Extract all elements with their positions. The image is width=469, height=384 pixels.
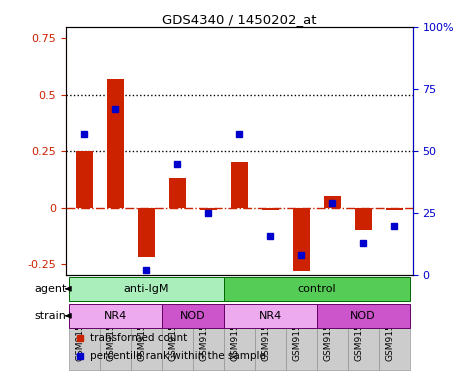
Text: GSM915686: GSM915686 <box>199 306 208 361</box>
Bar <box>355 208 371 230</box>
Text: transformed count: transformed count <box>90 333 187 343</box>
Bar <box>107 79 124 208</box>
Text: NOD: NOD <box>180 311 205 321</box>
Text: GSM915690: GSM915690 <box>75 306 84 361</box>
Text: GSM915687: GSM915687 <box>230 306 239 361</box>
Bar <box>169 178 186 208</box>
Bar <box>255 305 286 370</box>
Bar <box>162 305 193 370</box>
Bar <box>378 305 409 370</box>
Bar <box>224 305 255 370</box>
Text: GSM915691: GSM915691 <box>106 306 115 361</box>
Bar <box>69 277 224 301</box>
Text: GSM915692: GSM915692 <box>137 306 146 361</box>
Bar <box>386 208 403 210</box>
Bar <box>324 196 340 208</box>
Bar <box>317 305 348 370</box>
Text: NR4: NR4 <box>104 311 127 321</box>
Bar <box>224 277 409 301</box>
Text: anti-IgM: anti-IgM <box>123 284 169 294</box>
Text: GSM915682: GSM915682 <box>323 306 332 361</box>
Text: GSM915688: GSM915688 <box>261 306 270 361</box>
Bar <box>293 208 310 271</box>
Bar <box>348 305 378 370</box>
Text: GSM915685: GSM915685 <box>168 306 177 361</box>
Text: GSM915683: GSM915683 <box>354 306 363 361</box>
Bar <box>69 304 162 328</box>
Title: GDS4340 / 1450202_at: GDS4340 / 1450202_at <box>162 13 317 26</box>
Bar <box>162 304 224 328</box>
Text: GSM915689: GSM915689 <box>292 306 301 361</box>
Text: percentile rank within the sample: percentile rank within the sample <box>90 351 266 361</box>
Text: NR4: NR4 <box>258 311 282 321</box>
Bar <box>100 305 131 370</box>
Bar <box>262 208 279 210</box>
Bar <box>69 305 100 370</box>
Bar <box>224 304 317 328</box>
Text: control: control <box>297 284 336 294</box>
Bar <box>131 305 162 370</box>
Bar <box>286 305 317 370</box>
Bar <box>231 162 248 208</box>
Text: GSM915684: GSM915684 <box>385 306 394 361</box>
Bar <box>76 151 93 208</box>
Text: NOD: NOD <box>350 311 376 321</box>
Bar <box>317 304 409 328</box>
Text: strain: strain <box>34 311 66 321</box>
Bar <box>193 305 224 370</box>
Bar <box>200 208 217 210</box>
Bar <box>138 208 155 257</box>
Text: agent: agent <box>34 284 66 294</box>
